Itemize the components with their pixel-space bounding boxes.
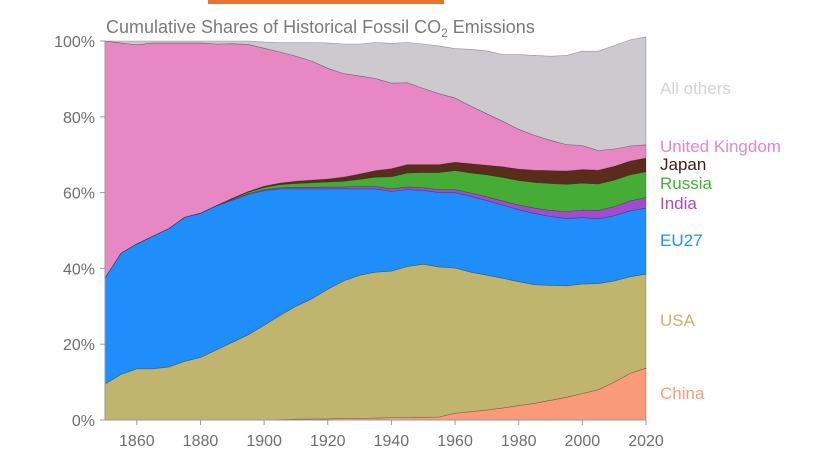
y-tick-label: 60% [63, 186, 95, 203]
chart-title: Cumulative Shares of Historical Fossil C… [106, 17, 535, 40]
area-india [104, 186, 647, 279]
y-tick-label: 40% [63, 261, 95, 278]
y-tick-label: 80% [63, 110, 95, 127]
y-tick-label: 0% [72, 413, 95, 430]
y-tick-label: 20% [63, 337, 95, 354]
legend-india: India [660, 194, 697, 213]
x-tick-label: 1920 [310, 433, 346, 450]
area-russia [104, 170, 647, 279]
x-tick-label: 1860 [119, 433, 155, 450]
legend-eu27: EU27 [660, 231, 703, 250]
x-tick-label: 1900 [246, 433, 282, 450]
x-tick-label: 2020 [628, 433, 664, 450]
x-tick-label: 1880 [183, 433, 219, 450]
y-tick-label: 100% [54, 34, 95, 51]
legend-china: China [660, 384, 705, 403]
axes: 1860 1880 1900 1920 1940 1960 1980 2000 2020 0% 20… [54, 34, 664, 450]
stacked-areas [104, 36, 647, 421]
x-tick-label: 2000 [565, 433, 601, 450]
legend-all-others: All others [660, 79, 731, 98]
x-tick-label: 1980 [501, 433, 537, 450]
legend-japan: Japan [660, 155, 706, 174]
legend-united-kingdom: United Kingdom [660, 137, 781, 156]
top-accent-bar [208, 0, 444, 4]
area-all-others [104, 36, 647, 151]
legend-russia: Russia [660, 174, 713, 193]
x-tick-label: 1960 [437, 433, 473, 450]
legend: All others United KingdomJapanRussiaIndia… [660, 79, 781, 403]
x-tick-label: 1940 [374, 433, 410, 450]
legend-usa: USA [660, 311, 696, 330]
